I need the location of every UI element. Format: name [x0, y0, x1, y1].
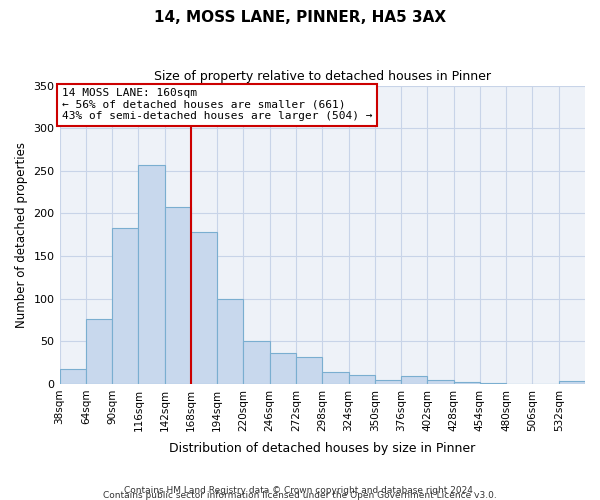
Bar — [296, 356, 322, 384]
Bar — [322, 372, 349, 384]
Text: Contains public sector information licensed under the Open Government Licence v3: Contains public sector information licen… — [103, 491, 497, 500]
Bar — [191, 232, 217, 384]
Title: Size of property relative to detached houses in Pinner: Size of property relative to detached ho… — [154, 70, 491, 83]
Bar — [86, 319, 112, 384]
X-axis label: Distribution of detached houses by size in Pinner: Distribution of detached houses by size … — [169, 442, 475, 455]
Text: 14 MOSS LANE: 160sqm
← 56% of detached houses are smaller (661)
43% of semi-deta: 14 MOSS LANE: 160sqm ← 56% of detached h… — [62, 88, 372, 122]
Text: Contains HM Land Registry data © Crown copyright and database right 2024.: Contains HM Land Registry data © Crown c… — [124, 486, 476, 495]
Bar — [375, 380, 401, 384]
Bar — [112, 228, 139, 384]
Bar — [427, 380, 454, 384]
Text: 14, MOSS LANE, PINNER, HA5 3AX: 14, MOSS LANE, PINNER, HA5 3AX — [154, 10, 446, 25]
Bar — [139, 165, 164, 384]
Y-axis label: Number of detached properties: Number of detached properties — [15, 142, 28, 328]
Bar — [164, 206, 191, 384]
Bar — [559, 382, 585, 384]
Bar — [454, 382, 480, 384]
Bar — [59, 370, 86, 384]
Bar — [270, 353, 296, 384]
Bar — [480, 383, 506, 384]
Bar — [244, 342, 270, 384]
Bar — [217, 298, 244, 384]
Bar — [401, 376, 427, 384]
Bar — [349, 376, 375, 384]
